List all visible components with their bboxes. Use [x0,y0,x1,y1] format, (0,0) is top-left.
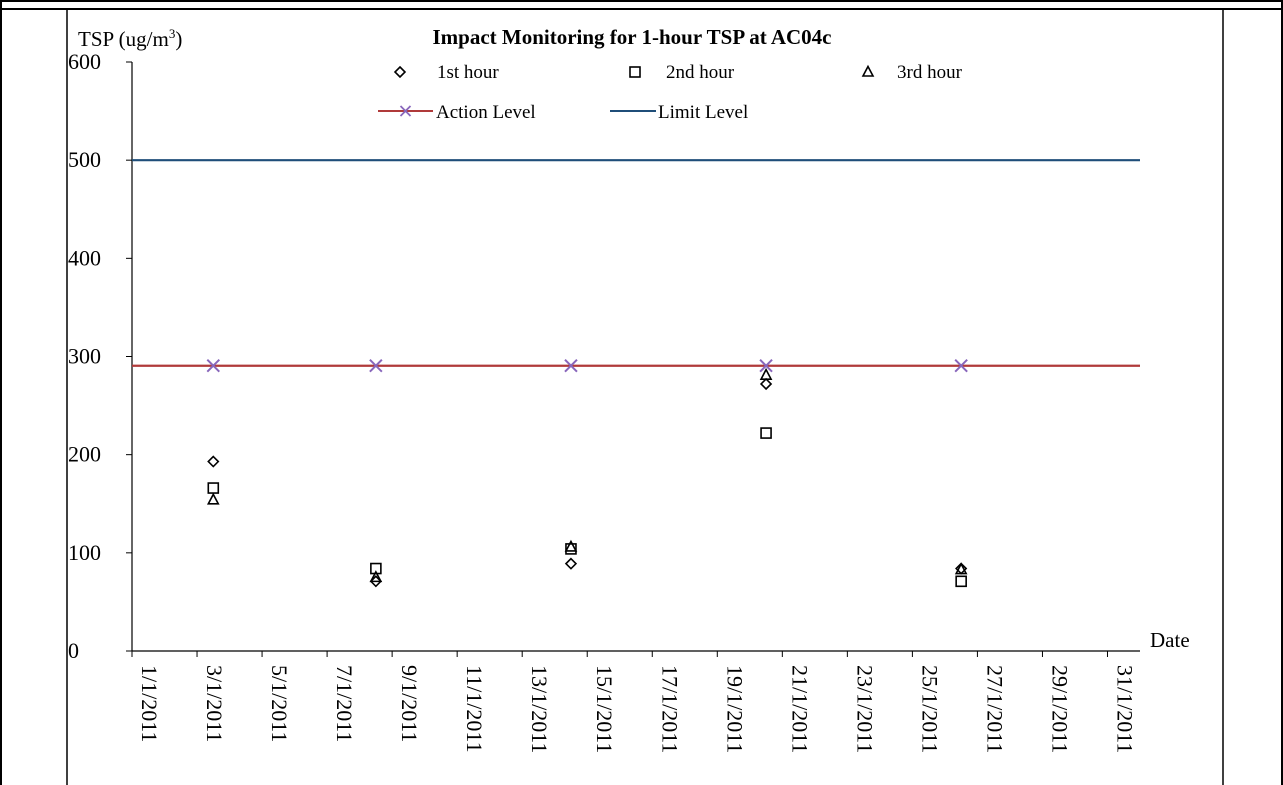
triangle-data-point [564,539,578,552]
diamond-data-point [759,377,773,391]
y-tick-label: 400 [68,245,101,270]
labels-layer: 0 100 200 300 400 500 600 1/1/2011 3/1/2011 5/1/2… [68,49,1137,753]
y-tick-label: 500 [68,147,101,172]
action-level-marker [206,359,220,373]
x-tick-label: 25/1/2011 [917,665,942,753]
x-tick-label: 17/1/2011 [657,665,682,753]
y-tick-label: 0 [68,638,79,663]
legend-diamond-icon [393,65,407,79]
diamond-data-point [207,455,220,468]
legend-label: 3rd hour [897,62,963,83]
triangle-data-point [954,562,968,575]
x-tick-label: 31/1/2011 [1112,665,1137,753]
x-tick-label: 1/1/2011 [137,665,162,742]
legend-label: Action Level [436,102,536,123]
x-tick-label: 3/1/2011 [202,665,227,742]
action-level-marker [759,359,773,373]
x-tick-label: 9/1/2011 [397,665,422,742]
x-axis-title: Date [1150,628,1190,652]
square-data-point [760,427,772,439]
legend-label: 2nd hour [666,62,735,83]
x-tick-label: 27/1/2011 [982,665,1007,753]
x-tick-label: 23/1/2011 [852,665,877,753]
action-level-marker [954,359,968,373]
action-level-marker [564,359,578,373]
diamond-data-point [564,557,578,570]
legend-square-icon [629,66,641,78]
plot-area [126,61,1140,657]
square-data-point [565,543,577,555]
legend-label: Limit Level [658,102,748,123]
x-tick-label: 15/1/2011 [592,665,617,753]
legend-x-icon [399,105,412,117]
x-tick-label: 21/1/2011 [787,665,812,753]
square-data-point [207,482,220,494]
legend-triangle-icon [861,64,875,77]
x-tick-label: 7/1/2011 [332,665,357,742]
triangle-data-point [369,570,383,583]
triangle-data-point [206,492,220,505]
y-axis-title-sup: 3 [169,26,176,41]
chart-title: Impact Monitoring for 1-hour TSP at AC04… [432,25,831,49]
y-axis-title-close: ) [175,27,182,51]
x-tick-label: 5/1/2011 [267,665,292,742]
triangle-data-point [759,367,773,380]
x-tick-label: 19/1/2011 [722,665,747,753]
x-tick-label: 29/1/2011 [1047,665,1072,753]
y-tick-label: 100 [68,540,101,565]
legend-label: 1st hour [437,62,499,83]
y-axis-title: TSP (ug/m3) [78,26,182,51]
square-data-point [955,575,967,588]
legend: 1st hour 2nd hour 3rd hour Action Level Limi… [378,62,963,123]
x-tick-label: 13/1/2011 [527,665,552,753]
y-tick-label: 300 [68,344,101,369]
y-tick-label: 200 [68,442,101,467]
y-tick-label: 600 [68,49,101,74]
action-level-marker [369,359,383,373]
y-axis-title-main: TSP (ug/m [78,27,169,51]
x-tick-label: 11/1/2011 [462,665,487,753]
